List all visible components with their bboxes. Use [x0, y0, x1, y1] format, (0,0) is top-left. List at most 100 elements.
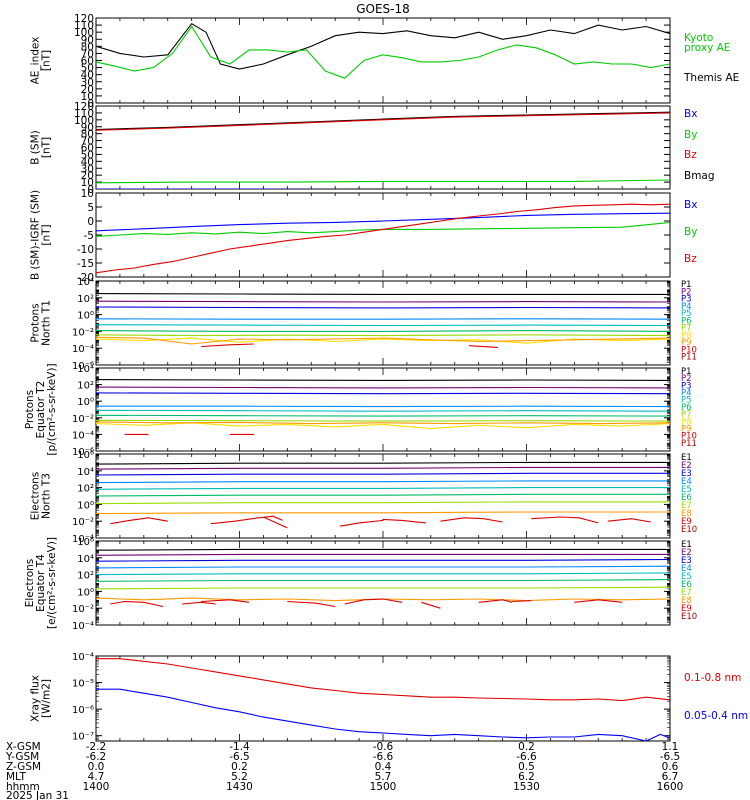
panel-legend: 0.1-0.8 nm 0.05-0.4 nm — [684, 672, 748, 722]
y-tick-label: 10⁻² — [72, 517, 94, 528]
legend-entry-p5: P5 — [681, 309, 692, 319]
legend-entry-p1: P1 — [681, 367, 692, 377]
series-line-p6 — [96, 330, 670, 332]
panel-frame — [95, 105, 671, 190]
y-axis-label: North T1 — [41, 300, 53, 346]
legend-entry-by: By — [684, 226, 697, 238]
x-row-value: -6.5 — [229, 751, 250, 763]
y-tick-label: 10² — [77, 484, 94, 495]
x-row-name: Z-GSM — [6, 761, 41, 773]
y-tick-label: 50 — [81, 63, 94, 75]
y-axis-label: [W/m2] — [41, 679, 53, 718]
series-line-p8 — [96, 337, 670, 344]
y-tick-label: 50 — [81, 149, 94, 161]
y-axis-label: Electrons — [30, 472, 42, 521]
series-line-e9 — [344, 598, 403, 605]
y-tick-label: 120 — [74, 101, 94, 113]
series-line-e9 — [478, 599, 513, 603]
panel-data — [96, 22, 670, 79]
y-tick-label: 100 — [74, 27, 94, 39]
legend-entry-0-05-0-4-nm: 0.05-0.4 nm — [684, 710, 748, 722]
series-line-0-05-0-4-nm — [96, 688, 670, 741]
y-tick-label: 10⁻⁷ — [72, 732, 94, 743]
y-tick-label: 10⁻⁴ — [72, 621, 94, 632]
panel-data — [96, 111, 670, 189]
x-row-value: -6.2 — [86, 751, 107, 763]
x-row-value: 1430 — [226, 781, 253, 793]
series-line-p7 — [96, 334, 670, 337]
y-tick-label: 40 — [81, 70, 94, 82]
series-line-e9 — [110, 517, 168, 525]
y-tick-label: 10⁻² — [72, 327, 94, 338]
x-row-value: 0.2 — [518, 741, 535, 753]
y-tick-label: 10⁴ — [77, 467, 94, 478]
legend-entry-p9: P9 — [681, 424, 692, 434]
y-tick-label: 100 — [74, 115, 94, 127]
x-row-value: 6.2 — [518, 771, 535, 783]
y-tick-label: 10⁻⁴ — [72, 534, 94, 545]
x-row-value: -1.4 — [229, 741, 250, 753]
y-tick-label: -10 — [77, 244, 94, 256]
legend-entry-e9: E9 — [681, 604, 692, 614]
x-axis-labels: X-GSM -2.2 -1.4 -0.6 0.2 1.1 Y-GSM -6.2 -6.5 -6.6… — [5, 741, 683, 800]
y-axis-label: Protons — [24, 390, 36, 429]
y-axis-label: Xray flux — [30, 675, 42, 722]
x-row-value: -6.5 — [660, 751, 681, 763]
legend-entry-e7: E7 — [681, 501, 692, 511]
series-line-e9 — [339, 518, 427, 527]
series-line-e2 — [96, 553, 670, 556]
y-tick-label: 10⁴ — [77, 364, 94, 375]
legend-entry-p2: P2 — [681, 374, 692, 384]
panel-frame — [95, 540, 671, 626]
y-tick-label: 60 — [81, 56, 94, 68]
series-line-bmag — [96, 111, 670, 131]
y-tick-label: 10⁶ — [77, 450, 94, 461]
legend-entry-e5: E5 — [681, 485, 692, 495]
panel-electrons_e: 10⁻⁴ 10⁻² 10⁰ 10² 10⁴ 10⁶ Electrons Equator T4[… — [24, 537, 697, 632]
legend-entry-e6: E6 — [681, 580, 692, 590]
legend-entry-e9: E9 — [681, 517, 692, 527]
x-row-name: MLT — [6, 771, 26, 783]
y-tick-label: 10² — [77, 571, 94, 582]
y-tick-label: 30 — [81, 163, 94, 175]
y-tick-label: 10⁻⁴ — [72, 430, 94, 441]
x-row-value: 5.7 — [375, 771, 392, 783]
series-line-e9 — [263, 516, 288, 529]
y-tick-label: 10⁻⁶ — [72, 361, 94, 372]
x-row-name: X-GSM — [6, 741, 41, 753]
legend-entry-p10: P10 — [681, 432, 697, 442]
series-line-e5 — [96, 487, 670, 490]
y-axis-label: [nT] — [41, 50, 53, 71]
legend-entry-kyoto: Kyoto — [684, 32, 713, 44]
series-line-p6 — [96, 414, 670, 417]
series-line-p5 — [96, 324, 670, 327]
series-line-e9 — [440, 517, 503, 523]
y-tick-label: -20 — [77, 272, 94, 284]
legend-entry-0-1-0-8-nm: 0.1-0.8 nm — [684, 672, 741, 684]
series-line-e8 — [96, 511, 670, 515]
y-tick-label: 70 — [81, 48, 94, 60]
series-line-e5 — [96, 572, 670, 576]
panel-legend: Bx By Bz — [684, 199, 697, 265]
y-axis-label: Equator T2 — [35, 381, 47, 439]
series-line-e1 — [96, 548, 670, 551]
legend-entry-p6: P6 — [681, 403, 692, 413]
legend-entry-e2: E2 — [681, 548, 692, 558]
series-line-p10 — [201, 343, 254, 348]
legend-entry-bz: Bz — [684, 149, 697, 161]
series-line-e1 — [96, 461, 670, 465]
y-tick-label: 0 — [87, 216, 94, 228]
y-tick-label: 10⁻⁴ — [72, 652, 94, 663]
series-line-e7 — [96, 501, 670, 505]
x-row-value: 0.0 — [88, 761, 105, 773]
y-axis-label: B (SM)-IGRF (SM) — [30, 190, 42, 280]
y-tick-label: 5 — [87, 202, 94, 214]
x-row-value: 1600 — [657, 781, 684, 793]
x-row-value: 4.7 — [88, 771, 105, 783]
series-line-bz — [96, 203, 670, 274]
legend-entry-e4: E4 — [681, 564, 692, 574]
legend-entry-e6: E6 — [681, 493, 692, 503]
